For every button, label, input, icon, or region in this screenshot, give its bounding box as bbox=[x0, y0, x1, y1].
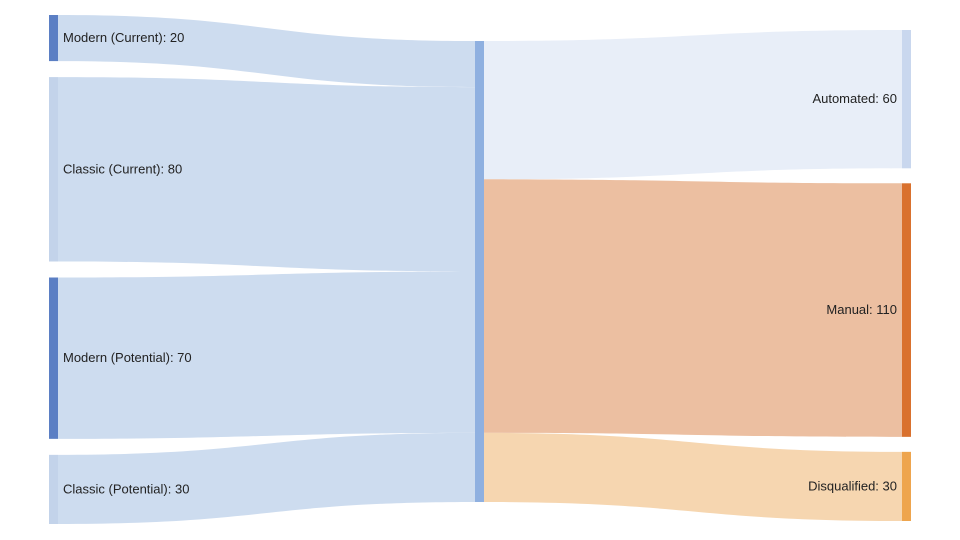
node-classic_current bbox=[49, 77, 58, 262]
link-middle-to-automated bbox=[484, 30, 902, 180]
node-label-classic_current: Classic (Current): 80 bbox=[63, 161, 182, 176]
node-label-modern_current: Modern (Current): 20 bbox=[63, 30, 184, 45]
node-label-classic_potential: Classic (Potential): 30 bbox=[63, 481, 189, 496]
link-middle-to-manual bbox=[484, 179, 902, 437]
link-modern_current-to-middle bbox=[58, 15, 475, 88]
node-modern_potential bbox=[49, 277, 58, 439]
node-label-automated: Automated: 60 bbox=[812, 91, 897, 106]
link-modern_potential-to-middle bbox=[58, 271, 475, 439]
link-classic_current-to-middle bbox=[58, 77, 475, 272]
node-automated bbox=[902, 30, 911, 169]
node-classic_potential bbox=[49, 454, 58, 524]
node-label-disqualified: Disqualified: 30 bbox=[808, 478, 897, 493]
node-label-modern_potential: Modern (Potential): 70 bbox=[63, 350, 192, 365]
link-middle-to-disqualified bbox=[484, 432, 902, 521]
node-modern_current bbox=[49, 15, 58, 62]
labels-layer: Modern (Current): 20 Classic (Current): 8… bbox=[63, 30, 897, 496]
node-manual bbox=[902, 183, 911, 437]
node-middle bbox=[475, 41, 484, 502]
node-disqualified bbox=[902, 451, 911, 521]
links-layer bbox=[58, 15, 902, 524]
node-label-manual: Manual: 110 bbox=[826, 302, 897, 317]
link-classic_potential-to-middle bbox=[58, 432, 475, 524]
nodes-layer bbox=[49, 15, 911, 524]
